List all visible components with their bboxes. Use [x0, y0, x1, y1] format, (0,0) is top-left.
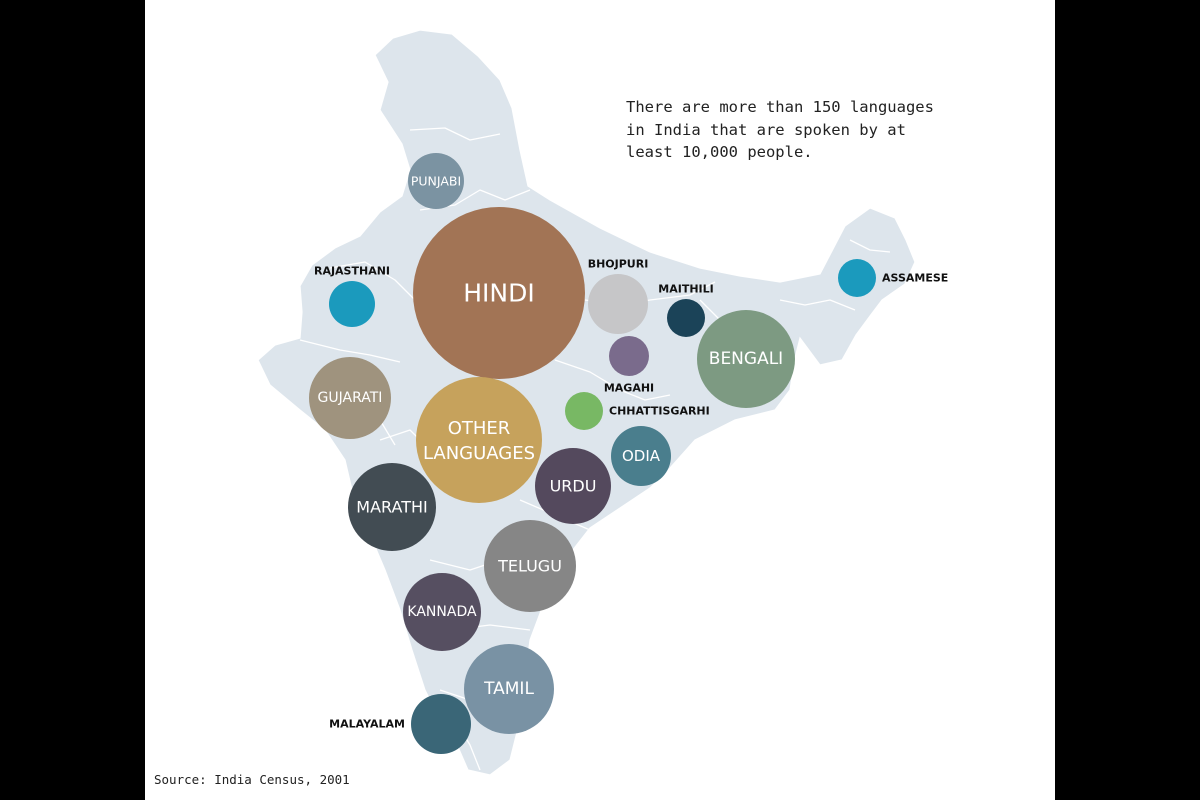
bubble-chhattisgarhi — [565, 392, 603, 430]
bubble-label-layer: HINDI OTHER LANGUAGES BENGALI TELUGU MARATHI T… — [314, 174, 948, 731]
bubble-bengali — [697, 310, 795, 408]
bubble-marathi — [348, 463, 436, 551]
bubble-rajasthani — [329, 281, 375, 327]
bubble-label-bhojpuri: BHOJPURI — [588, 258, 649, 271]
bubble-label-magahi: MAGAHI — [604, 382, 654, 395]
bubble-kannada — [403, 573, 481, 651]
bubble-label-gujarati: GUJARATI — [318, 390, 383, 406]
bubble-other-languages — [416, 377, 542, 503]
bubble-label-line-2: LANGUAGES — [423, 443, 535, 464]
bubble-label-rajasthani: RAJASTHANI — [314, 265, 390, 278]
bubble-odia — [611, 426, 671, 486]
bubble-label-assamese: ASSAMESE — [882, 272, 948, 285]
bubble-label-odia: ODIA — [622, 447, 661, 465]
bubble-label-chhattisgarhi: CHHATTISGARHI — [609, 405, 710, 418]
bubble-label-kannada: KANNADA — [407, 604, 477, 620]
bubble-label-bengali: BENGALI — [709, 349, 783, 369]
bubble-label-tamil: TAMIL — [483, 679, 534, 699]
bubble-label-punjabi: PUNJABI — [411, 174, 461, 189]
bubble-assamese — [838, 259, 876, 297]
source-note: Source: India Census, 2001 — [154, 772, 350, 787]
bubble-magahi — [609, 336, 649, 376]
bubble-telugu — [484, 520, 576, 612]
bubble-label-urdu: URDU — [550, 477, 597, 496]
bubble-label-other-languages: OTHER LANGUAGES — [423, 418, 535, 464]
bubble-label-hindi: HINDI — [463, 279, 535, 308]
bubble-label-line-1: OTHER — [448, 418, 511, 439]
bubble-label-marathi: MARATHI — [356, 498, 427, 517]
bubble-punjabi — [408, 153, 464, 209]
annotation-text: There are more than 150 languages in Ind… — [626, 98, 934, 161]
bubble-layer — [309, 153, 876, 754]
bubble-gujarati — [309, 357, 391, 439]
bubble-hindi — [413, 207, 585, 379]
bubble-tamil — [464, 644, 554, 734]
bubble-bhojpuri — [588, 274, 648, 334]
bubble-malayalam — [411, 694, 471, 754]
bubble-label-malayalam: MALAYALAM — [329, 718, 405, 731]
bubble-label-maithili: MAITHILI — [658, 283, 713, 296]
bubble-maithili — [667, 299, 705, 337]
bubble-urdu — [535, 448, 611, 524]
bubble-label-telugu: TELUGU — [497, 557, 562, 576]
